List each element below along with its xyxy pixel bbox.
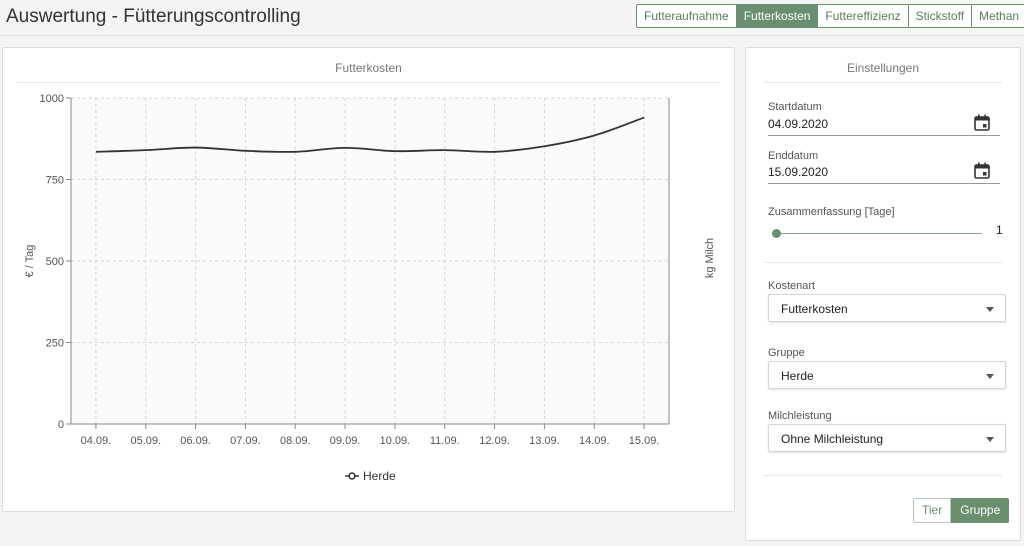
tab-futteraufnahme[interactable]: Futteraufnahme	[636, 4, 737, 28]
milk-performance-value: Ohne Milchleistung	[781, 432, 884, 446]
x-tick-label: 05.09.	[130, 435, 161, 447]
x-tick-label: 07.09.	[230, 435, 261, 447]
x-tick-label: 15.09.	[629, 435, 660, 447]
chart-panel-title: Futterkosten	[335, 61, 402, 75]
x-tick-label: 12.09.	[479, 435, 510, 447]
summary-days-slider-track[interactable]	[776, 233, 982, 234]
x-tick-label: 14.09.	[579, 435, 610, 447]
milk-performance-label: Milchleistung	[768, 410, 832, 422]
legend-label: Herde	[363, 469, 396, 483]
settings-divider-middle	[764, 262, 1002, 263]
tier-gruppe-toggle: Tier Gruppe	[913, 498, 1010, 523]
chevron-down-icon	[986, 307, 994, 312]
tab-futterkosten[interactable]: Futterkosten	[736, 4, 819, 28]
start-date-label: Startdatum	[768, 101, 822, 113]
settings-panel-title: Einstellungen	[846, 61, 920, 75]
chevron-down-icon	[986, 437, 994, 442]
tab-stickstoff[interactable]: Stickstoff	[908, 4, 973, 28]
tab-methan[interactable]: Methan	[972, 4, 1024, 28]
header-divider	[0, 35, 1024, 36]
y-tick-label: 1000	[40, 93, 64, 105]
end-date-label: Enddatum	[768, 150, 819, 162]
tab-futtereffizienz[interactable]: Futtereffizienz	[818, 4, 909, 28]
calendar-icon[interactable]	[974, 114, 990, 131]
y-tick-label: 500	[46, 256, 64, 268]
x-tick-label: 13.09.	[529, 435, 560, 447]
milk-performance-select[interactable]: Ohne Milchleistung	[768, 424, 1006, 452]
gruppe-button[interactable]: Gruppe	[951, 498, 1010, 523]
group-select[interactable]: Herde	[768, 361, 1006, 389]
y-tick-label: 750	[46, 175, 64, 187]
settings-divider-bottom	[764, 475, 1002, 476]
end-date-value[interactable]: 15.09.2020	[768, 165, 829, 179]
chart-panel-divider	[17, 82, 720, 83]
x-tick-label: 06.09.	[180, 435, 211, 447]
summary-days-label: Zusammenfassung [Tage]	[768, 206, 895, 218]
y2-axis-title: kg Milch	[704, 238, 716, 278]
x-tick-label: 10.09.	[380, 435, 411, 447]
group-label: Gruppe	[768, 347, 805, 359]
tier-button[interactable]: Tier	[913, 498, 952, 523]
cost-type-value: Futterkosten	[781, 302, 848, 316]
group-value: Herde	[781, 369, 814, 383]
settings-divider-top	[764, 82, 1002, 83]
y-tick-label: 0	[58, 419, 64, 431]
start-date-field[interactable]: 04.09.2020	[768, 114, 1000, 136]
x-tick-label: 11.09.	[430, 435, 460, 447]
summary-days-value: 1	[996, 223, 1003, 237]
settings-panel: Einstellungen Startdatum 04.09.2020 Endd…	[745, 47, 1021, 541]
cost-type-label: Kostenart	[768, 280, 816, 292]
y-axis-title: € / Tag	[24, 245, 36, 278]
calendar-icon[interactable]	[974, 162, 990, 179]
summary-days-slider-thumb[interactable]	[772, 229, 781, 238]
start-date-value[interactable]: 04.09.2020	[768, 117, 829, 131]
cost-type-select[interactable]: Futterkosten	[768, 294, 1006, 322]
chevron-down-icon	[986, 374, 994, 379]
y-tick-label: 250	[46, 338, 64, 350]
series-line-herde	[95, 116, 645, 153]
plot-area	[71, 98, 669, 424]
page-title: Auswertung - Fütterungscontrolling	[6, 6, 301, 27]
circle-line-marker-icon	[348, 472, 356, 480]
end-date-field[interactable]: 15.09.2020	[768, 162, 1000, 184]
x-tick-label: 04.09.	[81, 435, 112, 447]
chart-panel: Futterkosten 0 250 500 750 1000 04.09. 05.09. 0…	[2, 47, 735, 512]
x-tick-label: 08.09.	[280, 435, 311, 447]
line-chart: 0 250 500 750 1000 04.09. 05.09. 06.09. 07.09. 08…	[24, 93, 716, 483]
analysis-tabs: Futteraufnahme Futterkosten Futtereffizi…	[636, 4, 1024, 28]
x-tick-label: 09.09.	[330, 435, 361, 447]
